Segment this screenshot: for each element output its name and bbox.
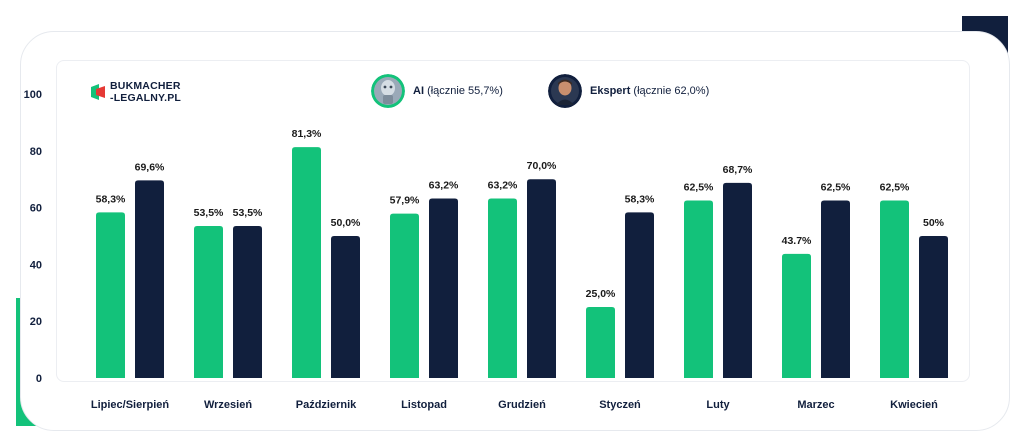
data-label: 25,0% (586, 288, 616, 300)
bar (488, 198, 517, 378)
expert-avatar-icon (548, 74, 582, 108)
x-tick-label: Marzec (797, 399, 834, 411)
legend-ai-detail: (łącznie 55,7%) (427, 85, 503, 97)
data-label: 68,7% (723, 164, 753, 176)
bar (625, 212, 654, 378)
data-label: 62,5% (684, 182, 714, 194)
y-tick-label: 80 (30, 146, 42, 158)
bar (194, 226, 223, 378)
plot-area (56, 60, 970, 382)
data-label: 58,3% (96, 193, 126, 205)
data-label: 63,2% (488, 180, 518, 192)
bar (919, 236, 948, 378)
x-tick-label: Grudzień (498, 399, 546, 411)
bar (723, 182, 752, 378)
data-label: 53,5% (194, 207, 224, 219)
bar (331, 236, 360, 378)
data-label: 50% (923, 217, 945, 229)
data-label: 43.7% (782, 235, 812, 247)
bar (292, 147, 321, 378)
bar (821, 200, 850, 378)
data-label: 69,6% (135, 161, 165, 173)
data-label: 81,3% (292, 128, 322, 140)
x-tick-label: Lipiec/Sierpień (91, 399, 170, 411)
bar (390, 213, 419, 378)
x-tick-label: Styczeń (599, 399, 641, 411)
data-label: 70,0% (527, 160, 557, 172)
brand-line-1: BUKMACHER (110, 80, 181, 92)
legend-expert-name: Ekspert (590, 85, 631, 97)
y-tick-label: 100 (24, 89, 42, 101)
legend-ai-name: AI (413, 85, 424, 97)
data-label: 53,5% (233, 207, 263, 219)
bar (782, 253, 811, 378)
bar (429, 198, 458, 378)
data-label: 50,0% (331, 217, 361, 229)
bar (586, 307, 615, 378)
logo-mark-icon (91, 84, 105, 100)
data-label: 57,9% (390, 195, 420, 207)
data-label: 63,2% (429, 180, 459, 192)
bar (880, 200, 909, 378)
brand-line-2: -LEGALNY.PL (110, 92, 182, 104)
x-tick-label: Listopad (401, 399, 447, 411)
y-tick-label: 20 (30, 316, 42, 328)
bar (684, 200, 713, 378)
brand-logo: BUKMACHER -LEGALNY.PL (90, 80, 181, 104)
data-label: 62,5% (880, 182, 910, 194)
y-tick-label: 60 (30, 203, 42, 215)
x-tick-label: Wrzesień (204, 399, 252, 411)
legend-item-ai: AI (łącznie 55,7%) (371, 74, 503, 108)
bar (96, 212, 125, 378)
y-tick-label: 40 (30, 259, 42, 271)
bar (135, 180, 164, 378)
bar (527, 179, 556, 378)
data-label: 62,5% (821, 182, 851, 194)
y-tick-label: 0 (36, 373, 42, 385)
x-tick-label: Luty (706, 399, 730, 411)
legend-expert-detail: (łącznie 62,0%) (633, 85, 710, 97)
x-tick-label: Październik (296, 399, 357, 411)
bar (233, 226, 262, 378)
legend-item-expert: Ekspert (łącznie 62,0%) (548, 74, 709, 108)
data-label: 58,3% (625, 193, 655, 205)
robot-avatar-icon (371, 74, 405, 108)
x-tick-label: Kwiecień (890, 399, 938, 411)
